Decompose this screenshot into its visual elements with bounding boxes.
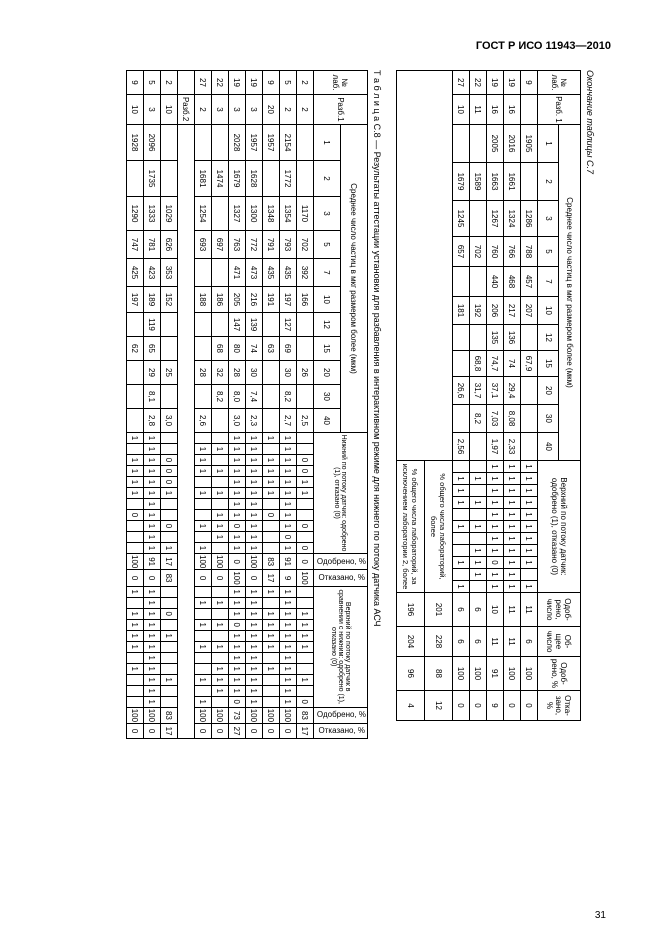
doc-title: ГОСТ Р ИСО 11943—2010 [65,40,611,52]
page-number: 31 [595,910,606,921]
table1-caption: Окончание таблицы С.7 [585,70,595,900]
table2-caption: Т а б л и ц а С.8 — Результаты аттестаци… [372,70,382,900]
table-c7: № лаб.Разб. 1Среднее число частиц в мкг … [396,70,581,721]
table-c8: № лаб.Разб.1Среднее число частиц в мкг р… [126,70,368,739]
